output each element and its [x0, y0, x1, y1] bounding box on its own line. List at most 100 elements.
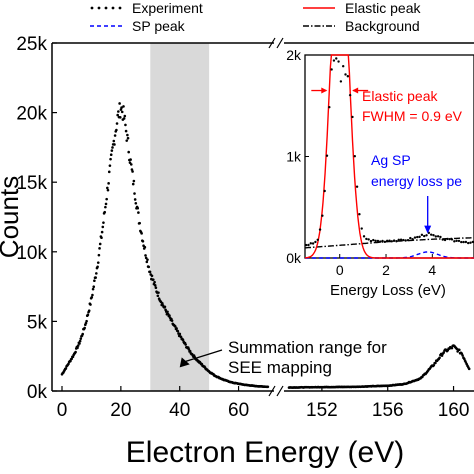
y-tick-label: 5k: [27, 312, 48, 333]
data-point: [188, 349, 192, 353]
data-point: [109, 157, 112, 161]
inset-data-point: [439, 235, 442, 239]
data-point: [161, 302, 164, 305]
inset-data-point: [321, 214, 324, 217]
data-point: [107, 182, 110, 185]
data-point: [124, 123, 127, 127]
data-point: [126, 133, 129, 137]
data-point: [144, 254, 147, 257]
data-point: [95, 272, 98, 275]
fwhm-arrowhead: [352, 87, 359, 94]
data-point: [122, 105, 125, 108]
inset-data-point: [314, 240, 317, 244]
inset-data-point: [369, 239, 373, 243]
data-point: [109, 153, 113, 156]
x-axis-title: Electron Energy (eV): [126, 436, 404, 469]
data-point: [133, 192, 136, 195]
data-point: [187, 348, 191, 351]
inset-x-tick-label: 0: [336, 262, 344, 278]
sp-arrowhead: [424, 225, 432, 234]
inset-data-point: [367, 238, 370, 241]
inset-data-point: [425, 234, 428, 237]
inset-data-point: [434, 235, 438, 238]
y-tick-label: 20k: [16, 104, 47, 125]
inset-data-point: [360, 227, 363, 230]
x-tick-label: 40: [169, 400, 190, 421]
data-point: [115, 128, 118, 132]
inset-data-point: [409, 236, 412, 240]
data-point: [151, 278, 155, 281]
data-point: [97, 253, 101, 257]
data-point: [120, 106, 123, 109]
inset-data-point: [372, 238, 375, 242]
data-point: [85, 319, 88, 323]
data-point: [131, 182, 135, 186]
inset-x-tick-label: 2: [382, 262, 390, 278]
data-point: [145, 260, 149, 264]
data-point: [150, 274, 154, 278]
data-point: [103, 210, 107, 214]
inset-data-point: [339, 80, 343, 83]
data-point: [89, 303, 92, 306]
inset-data-point: [348, 93, 352, 97]
inset-data-point: [328, 105, 331, 109]
data-point: [126, 136, 130, 140]
inset-data-point: [374, 239, 377, 243]
data-point: [163, 305, 167, 309]
inset-data-point: [420, 233, 424, 237]
inset-data-point: [307, 243, 310, 247]
inset-data-point: [311, 242, 315, 245]
inset-data-point: [362, 235, 366, 238]
inset-data-point: [390, 240, 394, 243]
inset-x-axis-title: Energy Loss (eV): [330, 282, 446, 299]
data-point: [74, 350, 77, 354]
inset-data-point: [402, 238, 405, 242]
data-point: [147, 265, 151, 269]
data-point: [106, 186, 109, 190]
inset-data-point: [448, 237, 451, 241]
y-axis-title: Counts: [0, 176, 24, 258]
data-point: [91, 287, 95, 291]
legend-label: Background: [345, 18, 420, 34]
data-point: [101, 225, 105, 229]
x-tick-label: 20: [110, 400, 131, 421]
data-point: [91, 293, 94, 297]
data-point: [154, 286, 158, 289]
data-point: [127, 150, 130, 154]
data-point: [79, 337, 83, 340]
legend-label: Experiment: [132, 0, 203, 16]
inset-data-point: [335, 57, 338, 60]
x-tick-label: 152: [306, 400, 338, 421]
data-point: [120, 110, 124, 114]
data-point: [81, 332, 85, 336]
inset-data-point: [332, 59, 336, 62]
data-point: [157, 291, 160, 294]
data-point: [107, 170, 111, 174]
data-point: [131, 170, 134, 173]
data-point: [134, 201, 138, 205]
inset-frame: [304, 54, 474, 259]
annotation-text: Summation range for: [228, 338, 387, 357]
data-point: [178, 332, 182, 336]
data-point: [143, 245, 147, 249]
data-point: [113, 134, 117, 137]
inset-data-point: [383, 240, 387, 244]
data-point: [76, 346, 79, 350]
data-point: [137, 211, 140, 214]
data-point: [100, 230, 104, 234]
inset-data-point: [344, 73, 347, 76]
data-point: [116, 113, 119, 117]
y-tick-label: 0k: [27, 382, 48, 403]
inset-data-point: [453, 240, 456, 243]
data-point: [111, 146, 114, 149]
annotation-arrowhead: [179, 357, 190, 368]
data-point: [170, 319, 174, 322]
data-point: [117, 110, 120, 113]
data-point: [98, 247, 101, 250]
data-point: [113, 143, 116, 146]
data-point: [153, 284, 157, 287]
data-point: [93, 279, 96, 283]
y-tick-label: 25k: [16, 34, 47, 55]
data-point: [84, 321, 88, 325]
